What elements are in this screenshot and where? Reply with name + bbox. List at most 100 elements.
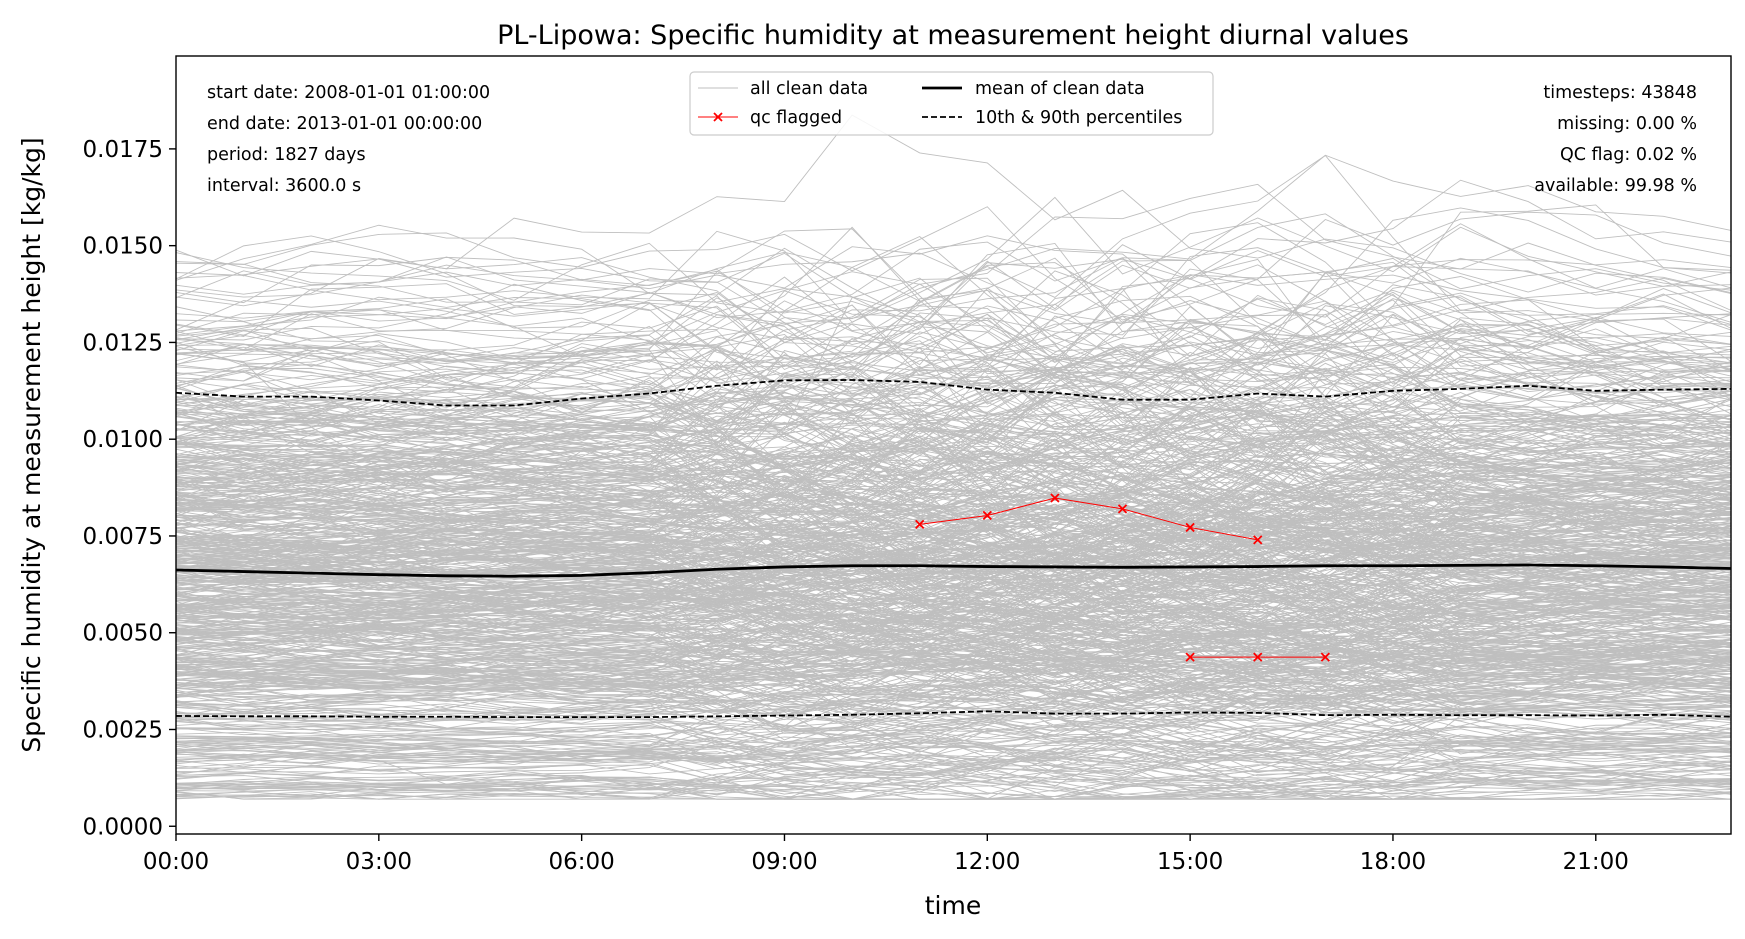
clean-data-line <box>175 252 1732 357</box>
clean-data-line <box>175 662 1732 741</box>
clean-data-line <box>175 224 1732 372</box>
clean-data-line <box>175 368 1732 509</box>
clean-data-line <box>175 529 1732 612</box>
y-tick-label: 0.0025 <box>83 717 163 743</box>
clean-data-line <box>175 699 1732 754</box>
clean-data-line <box>175 736 1732 780</box>
clean-data-line <box>175 577 1732 643</box>
clean-data-line <box>175 713 1732 771</box>
clean-data-line <box>175 524 1732 643</box>
clean-data-line <box>175 600 1732 668</box>
info-qc-flag: QC flag: 0.02 % <box>1560 145 1697 165</box>
clean-data-line <box>175 257 1732 398</box>
clean-data-line <box>175 542 1732 631</box>
clean-data-line <box>175 717 1732 766</box>
clean-data-line <box>175 537 1732 653</box>
clean-data-line <box>175 726 1732 783</box>
clean-data-line <box>175 663 1732 743</box>
clean-data-line <box>175 529 1732 627</box>
clean-data-line <box>175 313 1732 425</box>
clean-data-line <box>175 586 1732 656</box>
clean-data-line <box>175 206 1732 321</box>
clean-data-line <box>175 585 1732 657</box>
clean-data-line <box>175 743 1732 800</box>
clean-data-line <box>175 313 1732 458</box>
clean-data-line <box>175 289 1732 413</box>
qc-flagged-marker <box>982 510 992 521</box>
clean-data-line <box>175 622 1732 676</box>
clean-data-line <box>175 353 1732 464</box>
clean-data-line <box>175 435 1732 566</box>
clean-data-line <box>175 235 1732 381</box>
clean-data-line <box>175 443 1732 559</box>
clean-data-line <box>175 734 1732 793</box>
clean-data-line <box>175 429 1732 552</box>
clean-data-line <box>175 662 1732 711</box>
clean-data-line <box>175 295 1732 481</box>
clean-data-line <box>175 735 1732 770</box>
y-tick-label: 0.0075 <box>83 524 163 550</box>
x-axis-label: time <box>925 891 981 920</box>
clean-data-line <box>175 647 1732 707</box>
info-start-date: start date: 2008-01-01 01:00:00 <box>207 83 490 103</box>
legend-label-percentiles: 10th & 90th percentiles <box>975 108 1182 128</box>
legend: all clean data mean of clean data qc fla… <box>689 71 1214 136</box>
clean-data-line <box>175 213 1732 334</box>
clean-data-line <box>175 154 1732 359</box>
clean-data-line <box>175 362 1732 453</box>
clean-data-line <box>175 179 1732 375</box>
clean-data-line <box>175 357 1732 497</box>
info-period: period: 1827 days <box>207 145 366 165</box>
y-axis-label: Specific humidity at measurement height … <box>17 137 46 752</box>
clean-data-line <box>175 479 1732 576</box>
clean-data-line <box>175 764 1732 791</box>
info-end-date: end date: 2013-01-01 00:00:00 <box>207 114 482 134</box>
legend-swatch-qc-marker <box>713 112 723 122</box>
clean-data-line <box>175 377 1732 472</box>
clean-data-line <box>175 522 1732 581</box>
clean-data-line <box>175 729 1732 762</box>
clean-data-line <box>175 727 1732 785</box>
clean-data-line <box>175 686 1732 745</box>
clean-data-line <box>175 526 1732 633</box>
x-tick-label: 06:00 <box>549 849 615 875</box>
qc-flagged-marker <box>915 519 925 529</box>
clean-data-line <box>175 262 1732 413</box>
qc-flagged-marker <box>1185 652 1195 662</box>
clean-data-line <box>175 479 1732 601</box>
clean-data-line <box>175 662 1732 718</box>
clean-data-line <box>175 503 1732 601</box>
clean-data-line <box>175 638 1732 727</box>
clean-data-line <box>175 355 1732 452</box>
info-timesteps: timesteps: 43848 <box>1543 83 1697 103</box>
clean-data-line <box>175 346 1732 465</box>
y-tick-label: 0.0000 <box>83 814 163 840</box>
clean-data-line <box>175 622 1732 675</box>
clean-data-line <box>175 750 1732 800</box>
x-tick-label: 15:00 <box>1157 849 1223 875</box>
chart-title: PL-Lipowa: Specific humidity at measurem… <box>497 20 1409 51</box>
clean-data-line <box>175 525 1732 578</box>
clean-data-line <box>175 451 1732 542</box>
clean-data-line <box>175 497 1732 538</box>
clean-data-line <box>175 657 1732 728</box>
x-tick-label: 12:00 <box>954 849 1020 875</box>
clean-data-line <box>175 539 1732 626</box>
clean-data-line <box>175 415 1732 484</box>
x-tick-label: 00:00 <box>143 849 209 875</box>
clean-data-line <box>175 329 1732 423</box>
clean-data-line <box>175 754 1732 794</box>
clean-data-line <box>175 768 1732 800</box>
clean-data-line <box>175 641 1732 726</box>
clean-data-line <box>175 357 1732 463</box>
clean-data-line <box>175 376 1732 504</box>
clean-data-line <box>175 612 1732 670</box>
qc-flagged-marker <box>1185 522 1195 533</box>
y-tick-label: 0.0125 <box>83 330 163 356</box>
y-tick-label: 0.0175 <box>83 137 163 163</box>
qc-flagged-layer <box>915 493 1330 662</box>
clean-data-line <box>175 706 1732 747</box>
clean-data-line <box>175 612 1732 670</box>
clean-data-line <box>175 459 1732 547</box>
clean-data-line <box>175 693 1732 759</box>
